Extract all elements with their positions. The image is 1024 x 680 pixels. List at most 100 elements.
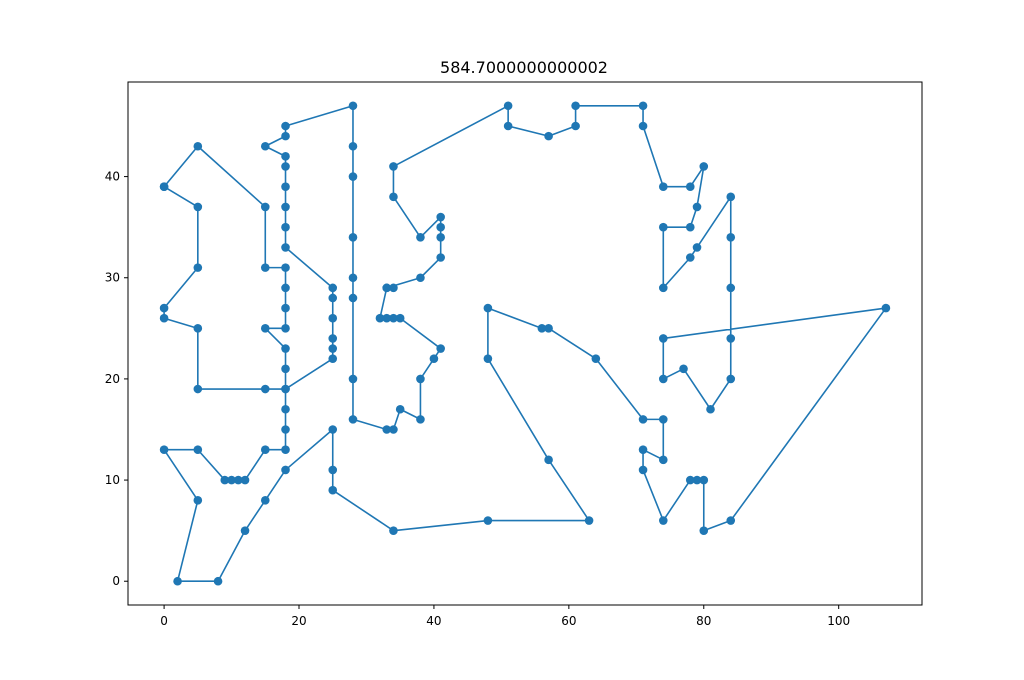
data-point — [382, 425, 392, 434]
data-point — [699, 162, 709, 171]
data-point — [328, 354, 338, 363]
data-point — [159, 303, 169, 313]
data-point — [281, 243, 290, 252]
data-point — [260, 445, 270, 455]
data-point — [436, 344, 445, 353]
data-point — [726, 192, 736, 202]
data-point — [685, 182, 695, 191]
x-tick-label: 80 — [696, 614, 711, 628]
data-point — [348, 415, 358, 424]
data-point — [658, 516, 668, 525]
data-point — [328, 293, 338, 303]
data-point — [537, 324, 547, 333]
data-point — [260, 141, 270, 151]
data-point — [281, 384, 290, 394]
data-point — [281, 425, 290, 434]
data-point — [260, 496, 270, 505]
data-point — [193, 324, 203, 333]
data-point — [726, 374, 736, 384]
data-point — [173, 576, 182, 586]
data-point — [281, 202, 290, 212]
data-point — [544, 131, 553, 141]
data-point — [658, 415, 668, 424]
data-point — [638, 101, 648, 111]
data-point — [389, 192, 398, 202]
data-point — [389, 283, 398, 293]
data-point — [658, 334, 668, 343]
data-point — [591, 354, 601, 363]
data-point — [281, 222, 290, 232]
data-point — [658, 283, 668, 293]
data-point — [638, 415, 648, 424]
data-point — [281, 162, 290, 171]
data-point — [328, 334, 338, 343]
data-point — [395, 404, 405, 414]
data-point — [260, 384, 270, 394]
data-point — [193, 141, 203, 151]
data-point — [193, 384, 203, 394]
data-point — [706, 404, 715, 414]
data-point — [281, 121, 290, 131]
data-point — [726, 232, 736, 242]
data-point — [281, 465, 290, 475]
data-point — [281, 152, 290, 161]
data-point — [281, 404, 290, 414]
data-point — [544, 455, 553, 465]
data-point — [328, 344, 338, 353]
data-point — [328, 485, 338, 495]
data-point — [382, 283, 392, 293]
data-point — [679, 364, 688, 374]
data-point — [220, 475, 230, 485]
data-point — [436, 212, 445, 222]
data-point — [699, 475, 709, 485]
data-point — [213, 576, 223, 586]
data-point — [483, 354, 493, 363]
x-tick-label: 60 — [561, 614, 576, 628]
data-point — [658, 374, 668, 384]
data-point — [348, 141, 358, 151]
data-point — [638, 121, 648, 131]
data-point — [436, 232, 445, 242]
data-point — [281, 344, 290, 353]
data-point — [193, 202, 203, 212]
data-point — [240, 526, 250, 535]
x-tick-label: 40 — [426, 614, 441, 628]
data-point — [638, 465, 648, 475]
data-point — [416, 374, 425, 384]
data-point — [375, 313, 385, 323]
data-point — [544, 324, 553, 333]
data-point — [348, 374, 358, 384]
data-point — [685, 253, 695, 262]
data-point — [281, 263, 290, 272]
data-point — [685, 222, 695, 232]
data-point — [692, 475, 702, 485]
data-point — [328, 313, 338, 323]
data-point — [389, 162, 398, 171]
data-point — [416, 232, 425, 242]
data-point — [159, 182, 169, 191]
data-point — [726, 516, 736, 525]
y-tick-label: 0 — [112, 574, 120, 588]
data-point — [328, 465, 338, 475]
tour-line — [163, 104, 887, 583]
data-point — [416, 273, 425, 283]
data-point — [348, 172, 358, 181]
data-point — [281, 445, 290, 455]
data-point — [658, 455, 668, 465]
data-point — [240, 475, 250, 485]
data-point — [658, 222, 668, 232]
x-tick-label: 0 — [160, 614, 168, 628]
data-point — [389, 425, 398, 434]
data-point — [193, 445, 203, 455]
data-point — [389, 313, 398, 323]
data-point — [436, 253, 445, 262]
data-point — [436, 222, 445, 232]
data-point — [483, 516, 493, 525]
x-tick-label: 100 — [827, 614, 850, 628]
data-point — [234, 475, 243, 485]
data-point — [348, 293, 358, 303]
data-point — [260, 263, 270, 272]
axes-frame — [127, 81, 923, 606]
data-point — [260, 324, 270, 333]
